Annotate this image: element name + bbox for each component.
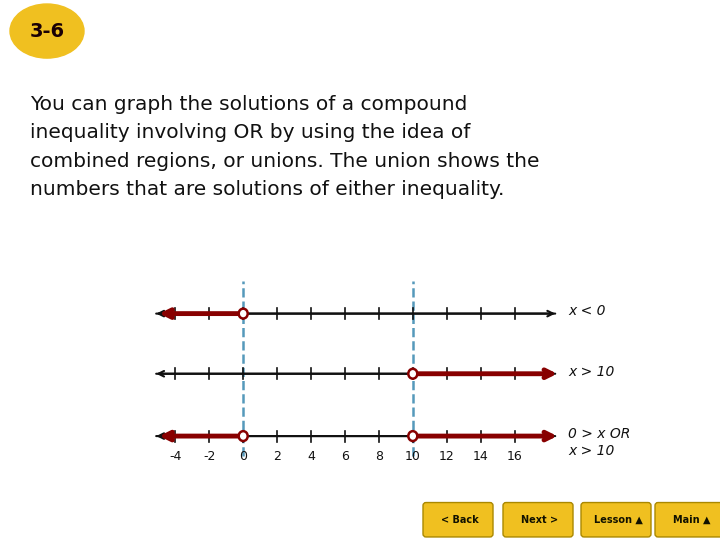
Text: 0: 0	[239, 450, 247, 463]
Text: 2: 2	[273, 450, 281, 463]
Text: 8: 8	[375, 450, 383, 463]
Text: -4: -4	[169, 450, 181, 463]
Text: combined regions, or unions. The union shows the: combined regions, or unions. The union s…	[30, 152, 539, 171]
Text: Next >: Next >	[521, 515, 559, 525]
Text: Solving Compound Inequalities: Solving Compound Inequalities	[100, 18, 562, 44]
Text: x > 10: x > 10	[568, 444, 614, 458]
Text: 0 > x OR: 0 > x OR	[568, 427, 631, 441]
Text: Main ▲: Main ▲	[673, 515, 711, 525]
FancyBboxPatch shape	[655, 503, 720, 537]
Text: -2: -2	[203, 450, 215, 463]
Text: Lesson ▲: Lesson ▲	[593, 515, 642, 525]
Text: 16: 16	[507, 450, 523, 463]
Text: x < 0: x < 0	[568, 305, 606, 319]
Text: 10: 10	[405, 450, 420, 463]
Circle shape	[408, 431, 418, 441]
Text: < Back: < Back	[441, 515, 479, 525]
Text: 12: 12	[439, 450, 454, 463]
Circle shape	[239, 309, 248, 319]
Text: 6: 6	[341, 450, 349, 463]
Circle shape	[239, 431, 248, 441]
Text: 4: 4	[307, 450, 315, 463]
Text: inequality involving OR by using the idea of: inequality involving OR by using the ide…	[30, 123, 470, 143]
FancyBboxPatch shape	[581, 503, 651, 537]
FancyBboxPatch shape	[423, 503, 493, 537]
Text: © HOLT McDOUGAL, All Rights Reserved: © HOLT McDOUGAL, All Rights Reserved	[10, 515, 208, 525]
Text: 14: 14	[473, 450, 488, 463]
Text: numbers that are solutions of either inequality.: numbers that are solutions of either ine…	[30, 180, 505, 199]
Text: You can graph the solutions of a compound: You can graph the solutions of a compoun…	[30, 95, 467, 114]
Text: 3-6: 3-6	[30, 22, 65, 40]
FancyBboxPatch shape	[503, 503, 573, 537]
Text: x > 10: x > 10	[568, 364, 614, 379]
Circle shape	[408, 369, 418, 379]
Ellipse shape	[10, 4, 84, 58]
